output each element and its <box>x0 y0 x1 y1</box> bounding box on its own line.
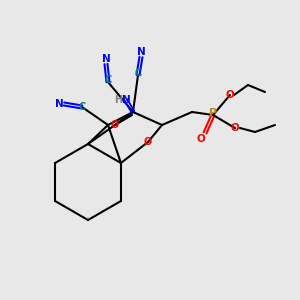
Text: C: C <box>134 68 142 78</box>
Text: C: C <box>104 75 112 85</box>
Text: P: P <box>209 108 217 118</box>
Text: N: N <box>122 95 130 105</box>
Text: O: O <box>144 137 152 147</box>
Text: O: O <box>196 134 206 144</box>
Text: O: O <box>226 90 234 100</box>
Text: N: N <box>136 47 146 57</box>
Text: C: C <box>78 102 85 112</box>
Text: O: O <box>111 120 119 130</box>
Text: N: N <box>55 99 63 109</box>
Text: O: O <box>231 123 239 133</box>
Text: H: H <box>114 95 122 105</box>
Text: N: N <box>102 54 110 64</box>
